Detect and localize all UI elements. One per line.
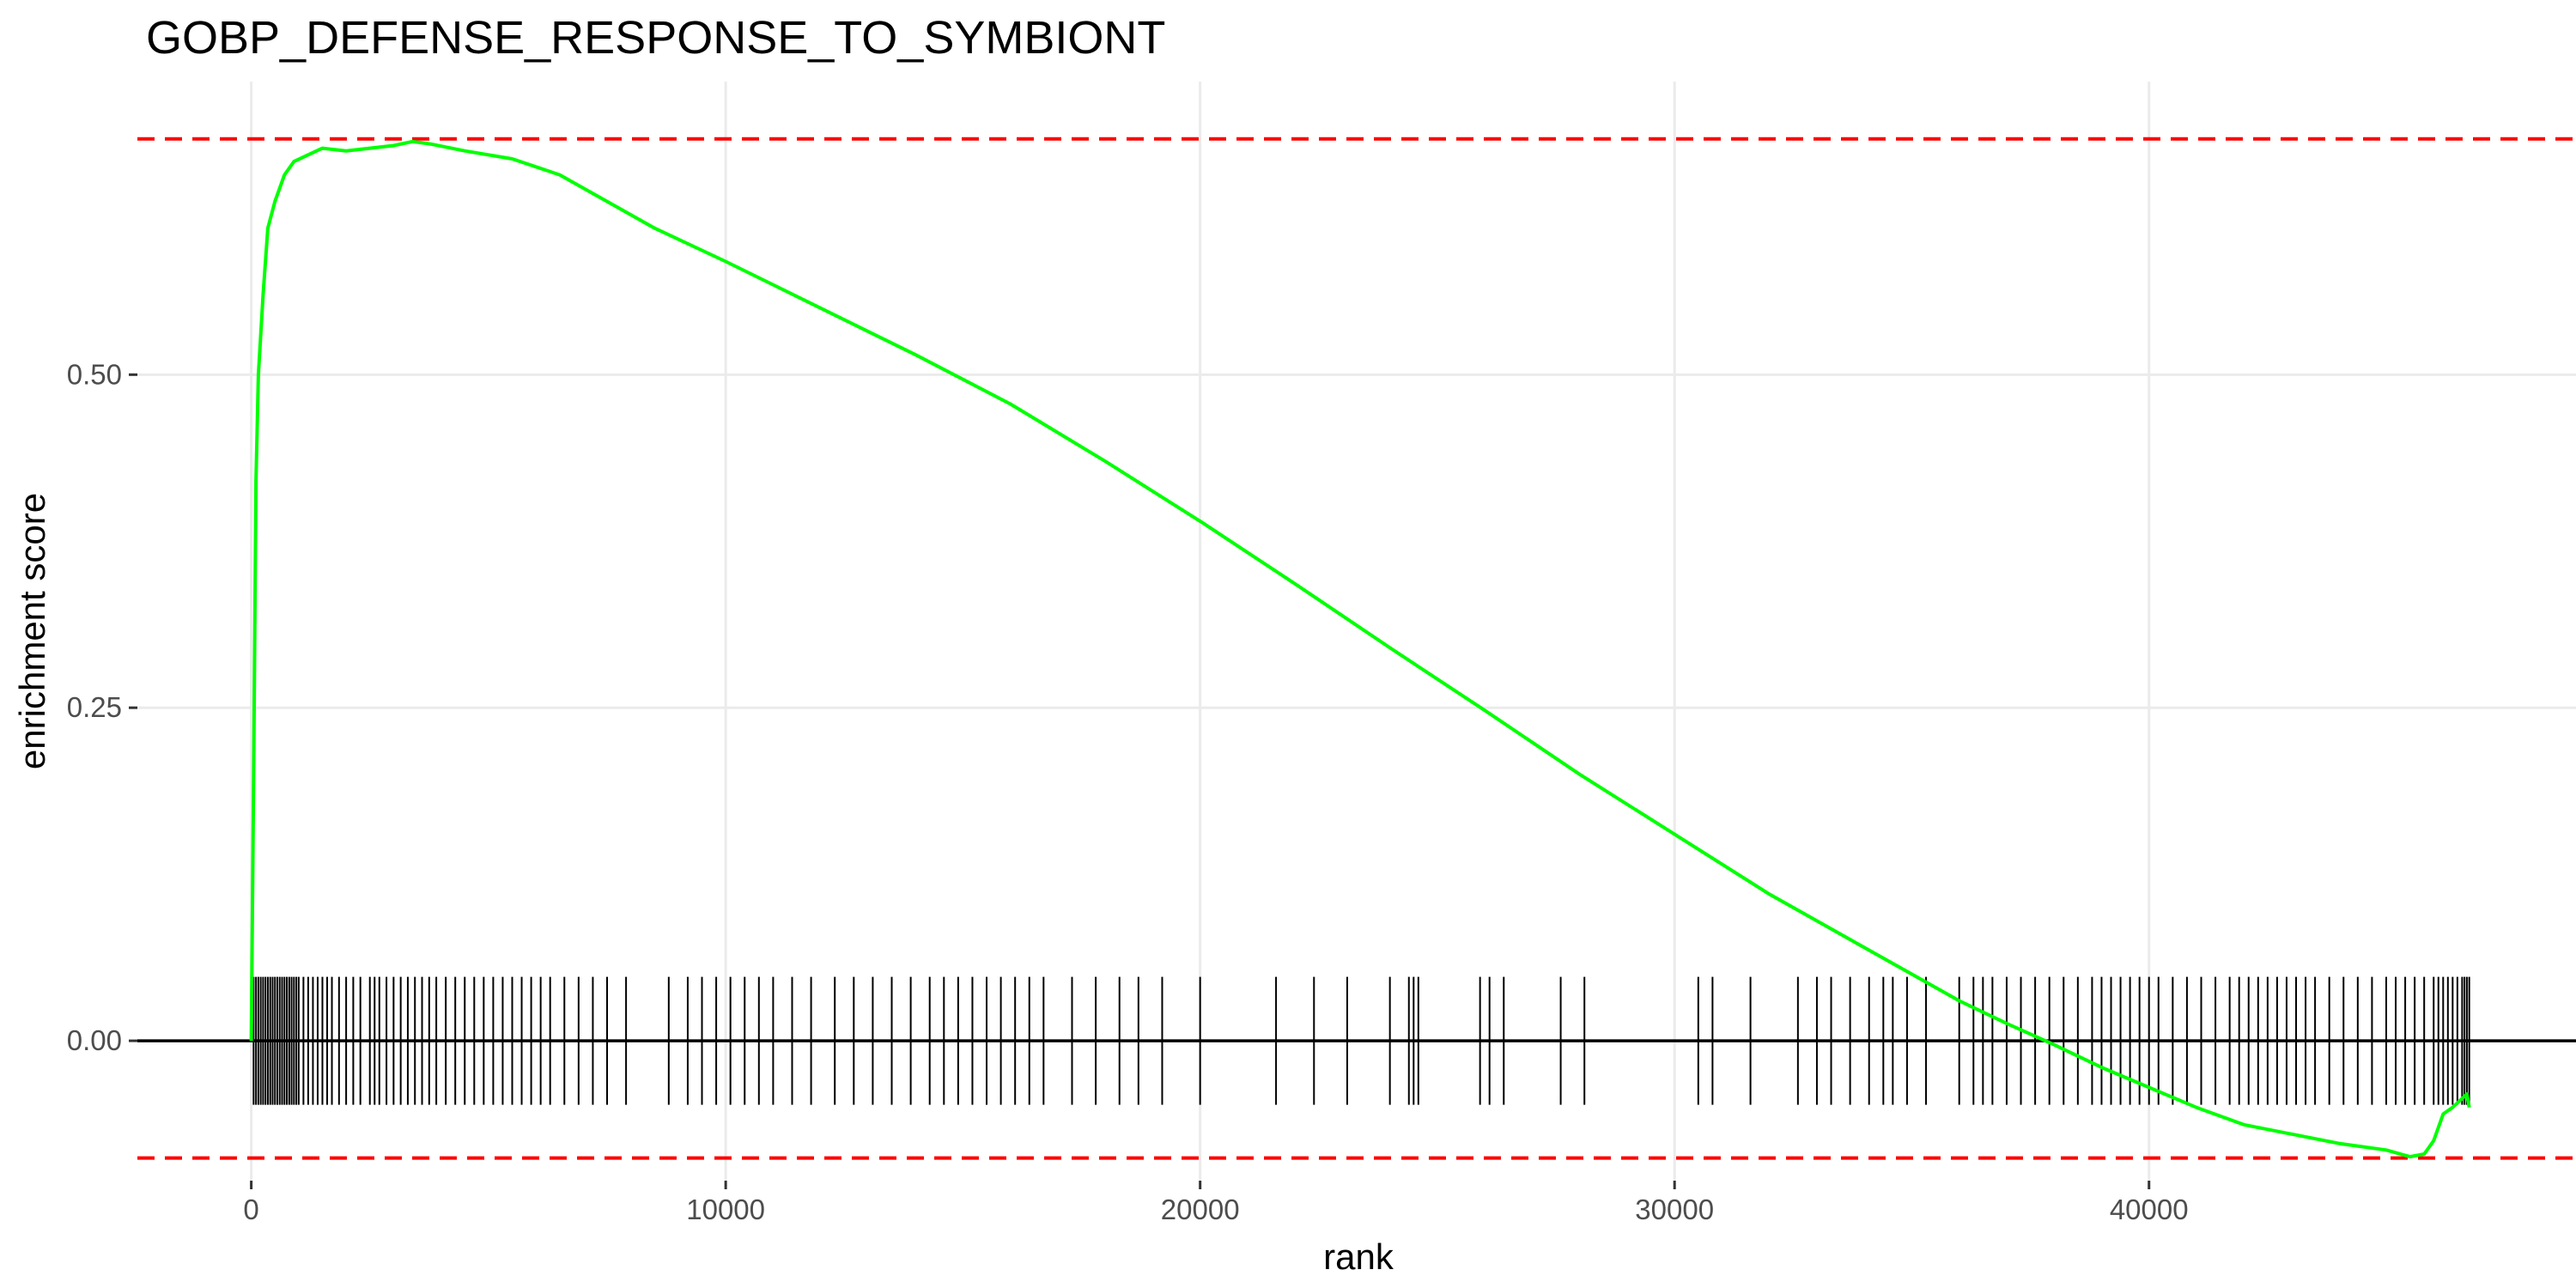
x-tick-label-1: 10000: [686, 1194, 765, 1225]
y-axis-title: enrichment score: [12, 493, 52, 769]
x-tick-label-2: 20000: [1161, 1194, 1240, 1225]
x-tick-label-3: 30000: [1635, 1194, 1714, 1225]
reference-lines: [137, 137, 2576, 1160]
x-axis-title: rank: [1323, 1236, 1394, 1277]
x-tick-label-4: 40000: [2110, 1194, 2189, 1225]
y-tick-label-1: 0.25: [67, 691, 122, 723]
series-layer: [249, 139, 2471, 1159]
y-tick-label-2: 0.50: [67, 358, 122, 390]
axis-ticks: 0 10000 20000 30000 40000 0.00 0.25 0.50: [67, 358, 2189, 1225]
chart-title: GOBP_DEFENSE_RESPONSE_TO_SYMBIONT: [146, 12, 1165, 64]
y-tick-label-0: 0.00: [67, 1024, 122, 1056]
x-tick-label-0: 0: [243, 1194, 258, 1225]
enrichment-score-line-0: [249, 139, 2471, 1159]
gene-rug: [252, 976, 2470, 1105]
